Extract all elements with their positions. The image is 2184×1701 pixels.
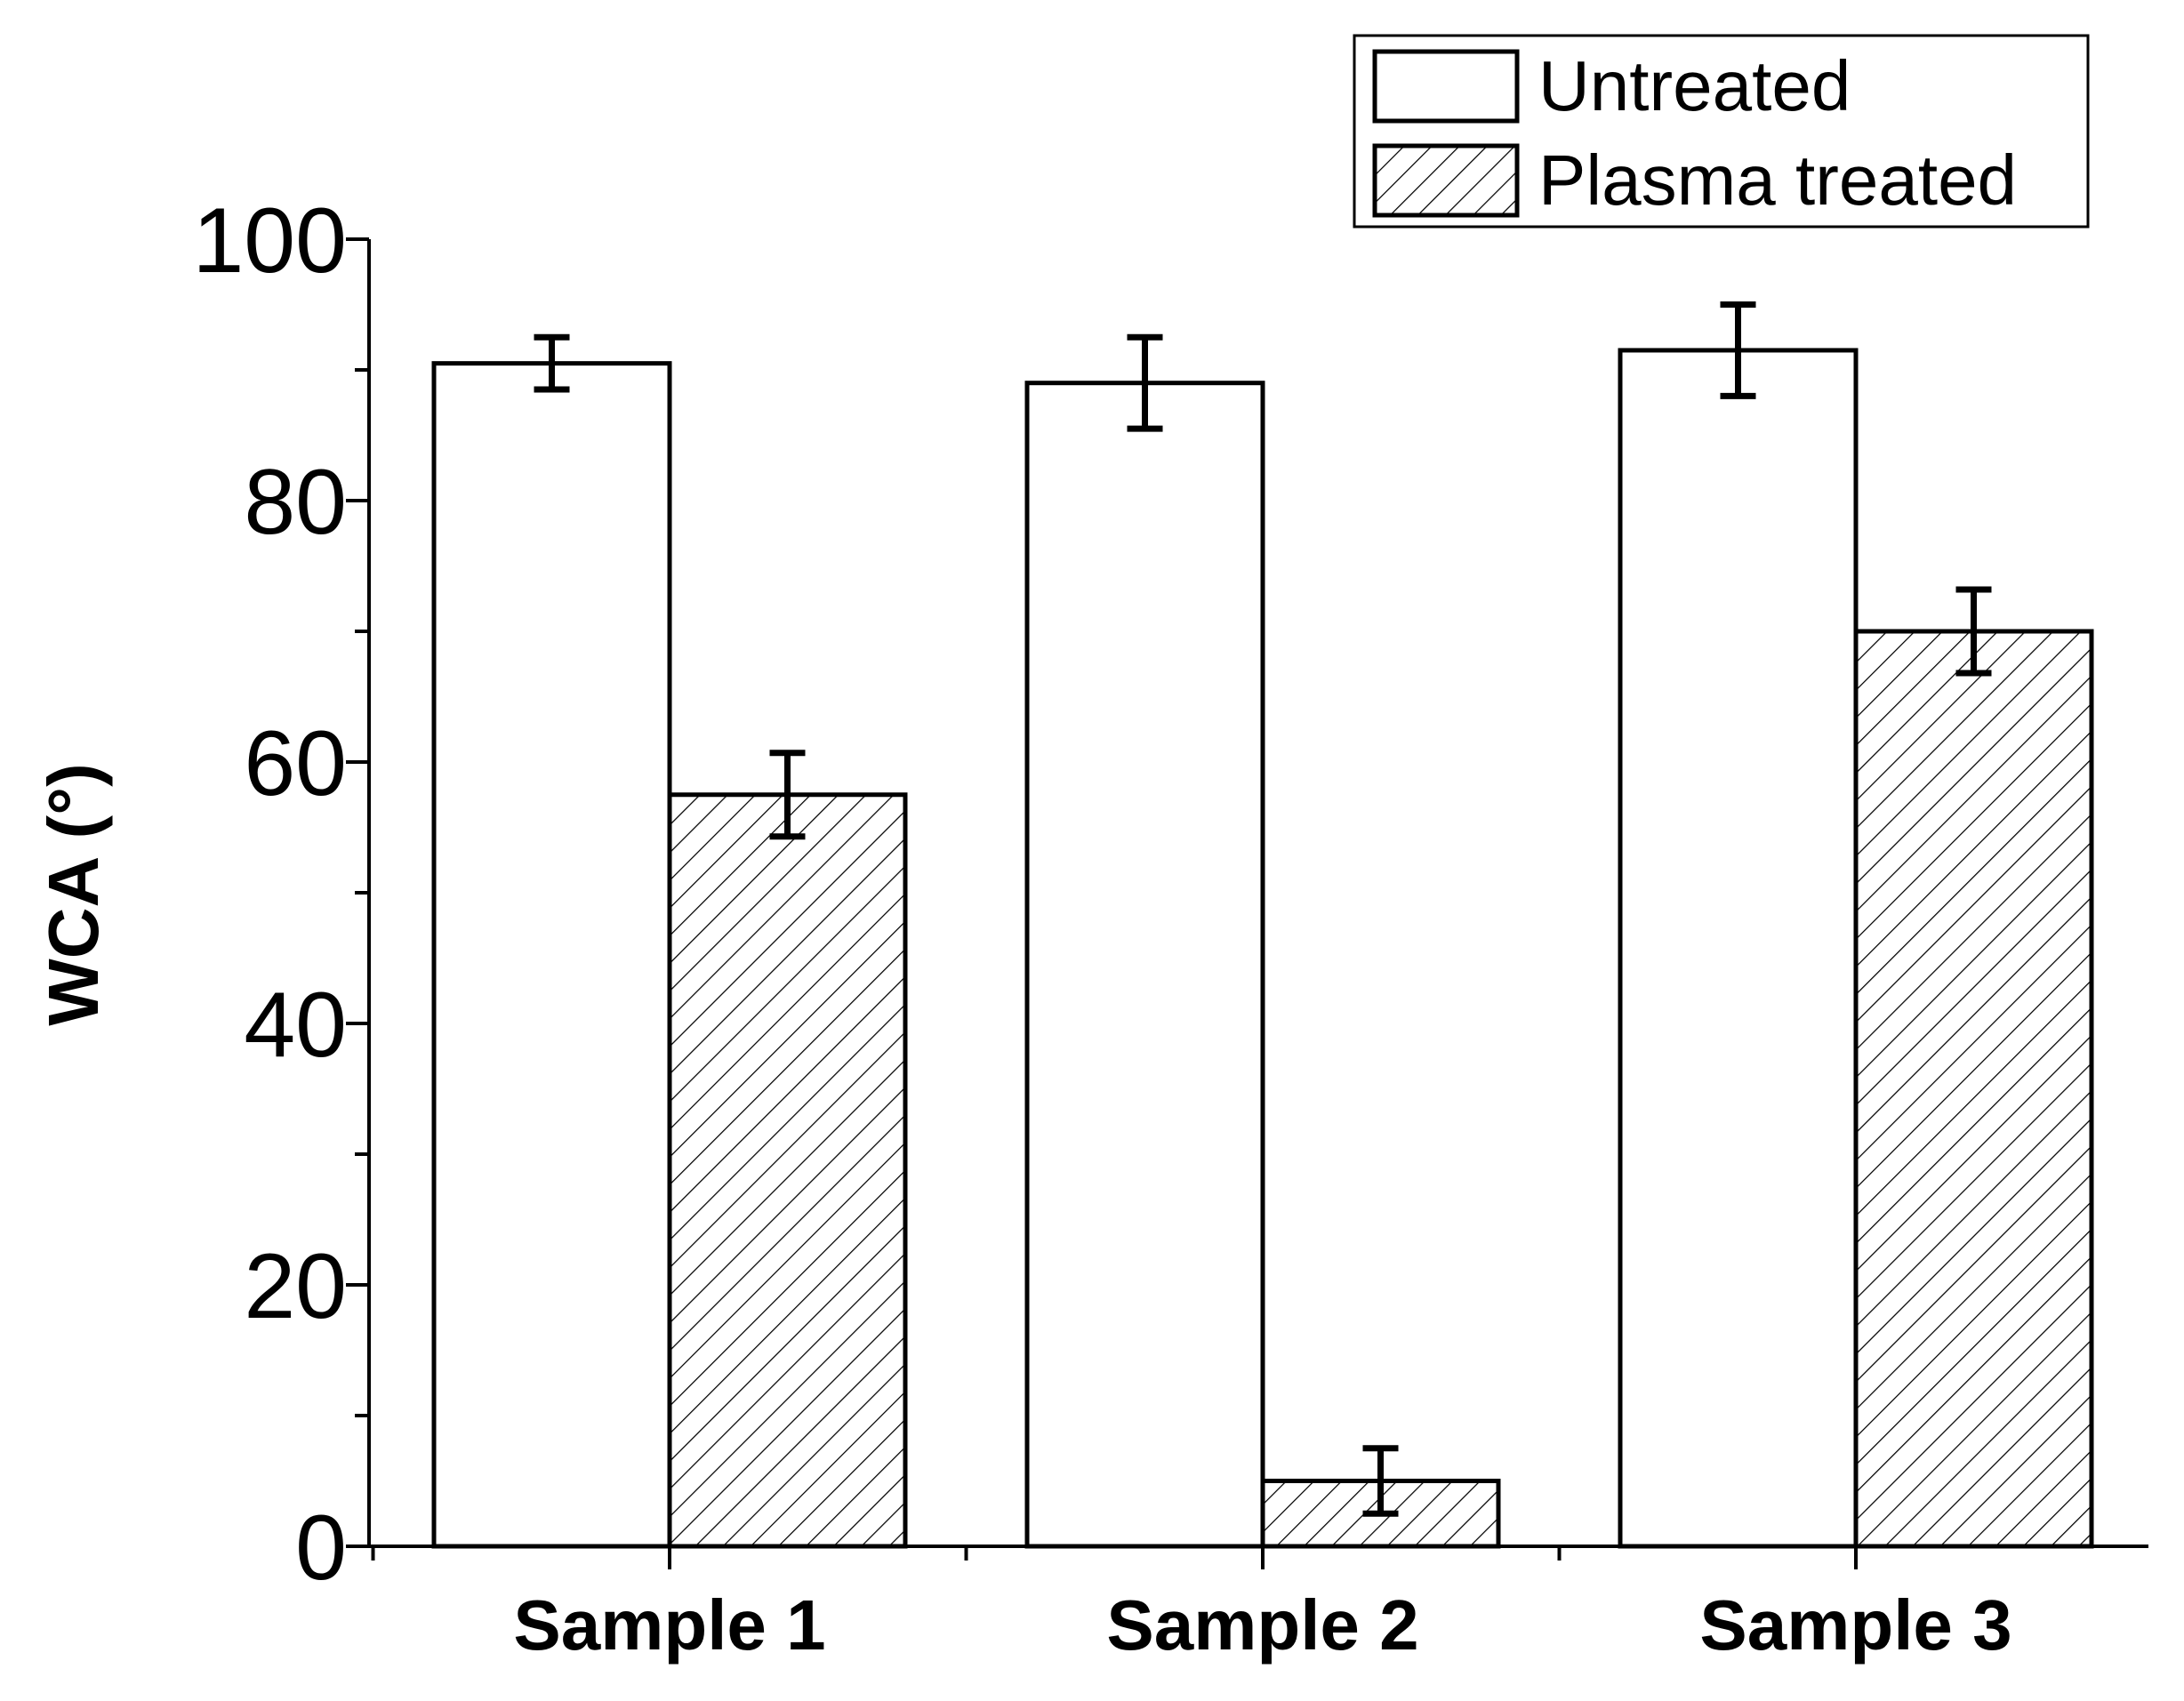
y-tick-label-40: 40 — [244, 974, 347, 1077]
y-tick-label-20: 20 — [244, 1235, 347, 1338]
error-bar-plasma-treated-3 — [1955, 586, 1992, 677]
x-tick-label-2: Sample 2 — [1106, 1585, 1418, 1665]
legend-label-plasma-treated: Plasma treated — [1538, 140, 2017, 220]
error-bar-plasma-treated-2 — [1362, 1445, 1399, 1517]
y-tick-label-100: 100 — [192, 189, 347, 293]
bar-plasma-treated-3 — [1853, 629, 2094, 1549]
legend: Untreated Plasma treated — [1353, 34, 2090, 229]
bar-untreated-3 — [1618, 348, 1859, 1549]
error-bar-untreated-1 — [534, 333, 570, 393]
legend-swatch-plasma-treated — [1372, 143, 1520, 218]
bar-plasma-treated-1 — [667, 792, 908, 1549]
y-tick-label-0: 0 — [295, 1496, 347, 1600]
x-tick-label-1: Sample 1 — [513, 1585, 825, 1665]
error-bar-untreated-2 — [1127, 333, 1163, 432]
x-tick-label-3: Sample 3 — [1699, 1585, 2011, 1665]
legend-swatch-untreated — [1372, 49, 1520, 124]
legend-label-untreated: Untreated — [1538, 46, 1851, 125]
y-axis-label: WCA (°) — [34, 763, 113, 1026]
y-tick-label-60: 60 — [244, 712, 347, 815]
bar-untreated-1 — [431, 361, 672, 1549]
bar-untreated-2 — [1024, 381, 1265, 1549]
y-tick-label-80: 80 — [244, 451, 347, 554]
error-bar-plasma-treated-1 — [769, 750, 806, 840]
error-bar-untreated-3 — [1720, 301, 1756, 399]
